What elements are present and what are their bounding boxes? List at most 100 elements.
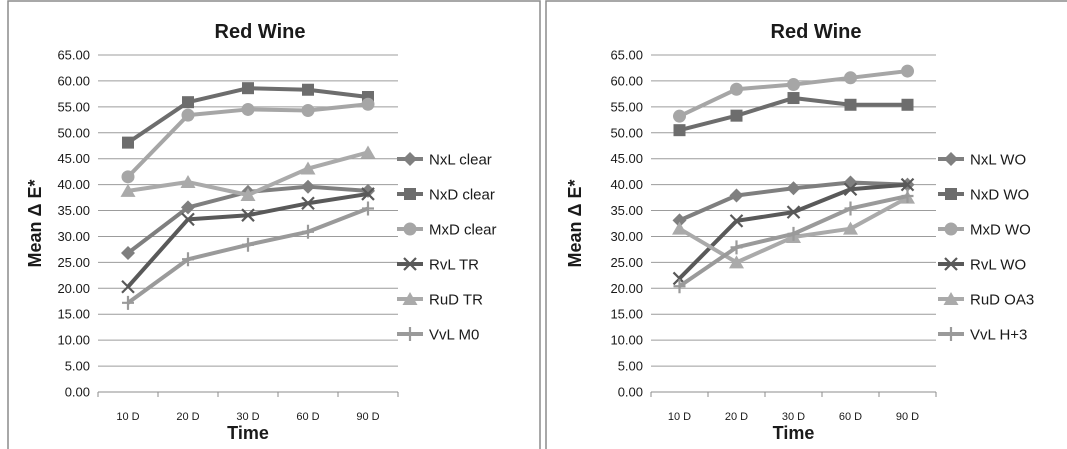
legend-marker (402, 292, 418, 305)
series-rvl-tr (121, 187, 375, 294)
data-point (242, 237, 254, 252)
series-nxd-wo (673, 92, 914, 137)
data-point (301, 196, 315, 211)
data-point (301, 103, 315, 117)
data-point (240, 187, 256, 201)
data-point (787, 92, 800, 105)
data-point (843, 221, 858, 235)
data-point (729, 214, 744, 228)
data-point (673, 279, 686, 294)
data-point (360, 145, 376, 159)
x-axis-title: Time (227, 423, 269, 443)
y-axis-title: Mean Δ E* (25, 180, 45, 268)
line-chart-left: Red Wine 0.00 5.00 10.00 15.00 20.00 25.00 30.0… (7, 0, 541, 449)
y-tick-label: 35.00 (57, 203, 90, 218)
data-point (672, 221, 687, 235)
data-point (729, 188, 744, 203)
legend-item: VvL H+3 (938, 327, 1027, 344)
y-axis-title: Mean Δ E* (565, 180, 585, 268)
series-mxd-clear (121, 97, 375, 184)
data-point (673, 109, 686, 123)
data-point (121, 279, 135, 294)
data-point (844, 201, 857, 216)
data-point (301, 179, 315, 194)
y-tick-label: 10.00 (57, 333, 90, 348)
data-point (182, 96, 194, 109)
x-tick-label: 10 D (116, 411, 139, 423)
y-tick-label: 15.00 (57, 307, 90, 322)
legend-label: RvL WO (970, 257, 1026, 274)
y-tick-label: 30.00 (610, 229, 643, 244)
data-point (361, 97, 375, 111)
y-tick-label: 5.00 (65, 359, 90, 374)
data-point (844, 71, 857, 85)
legend-marker (944, 222, 958, 236)
data-point (730, 240, 743, 255)
series-vvl-m0 (122, 201, 374, 310)
x-tick-label: 30 D (236, 411, 259, 423)
legend-label: MxD WO (970, 222, 1031, 239)
chart-border (545, 0, 1067, 449)
legend-label: RuD OA3 (970, 292, 1034, 309)
y-tick-label: 30.00 (57, 229, 90, 244)
y-tick-label: 45.00 (610, 151, 643, 166)
data-point (181, 108, 195, 122)
legend-label: RuD TR (429, 292, 483, 309)
data-point (730, 109, 743, 122)
legend-label: NxD clear (429, 187, 495, 204)
legend-marker (943, 292, 959, 305)
data-point (241, 208, 255, 222)
y-tick-label: 20.00 (610, 281, 643, 296)
line-chart-right: Red Wine 0.00 5.00 10.00 15.00 20.00 25.00 30.0… (545, 0, 1067, 449)
legend-label: VvL M0 (429, 327, 479, 344)
data-point (181, 200, 195, 215)
legend-item: MxD WO (938, 222, 1031, 239)
chart-title: Red Wine (215, 21, 306, 43)
data-point (844, 98, 857, 111)
y-tick-label: 0.00 (65, 385, 90, 400)
legend-marker (403, 222, 417, 236)
legend-marker (403, 257, 417, 271)
legend-label: NxL WO (970, 152, 1026, 169)
data-point (180, 175, 196, 189)
data-point (121, 170, 135, 184)
data-point (900, 177, 915, 192)
data-point (901, 98, 914, 111)
data-point (843, 182, 858, 197)
chart-border (7, 0, 541, 449)
y-tick-label: 10.00 (610, 333, 643, 348)
data-point (672, 213, 687, 228)
chart-title: Red Wine (771, 21, 862, 43)
y-tick-label: 20.00 (57, 281, 90, 296)
data-point (242, 82, 254, 95)
y-tick-label: 35.00 (610, 203, 643, 218)
legend-item: RvL WO (938, 257, 1026, 274)
legend-item: NxL WO (938, 152, 1026, 169)
x-tick-label: 60 D (296, 411, 319, 423)
legend-item: NxD clear (397, 187, 495, 204)
data-point (673, 124, 686, 137)
y-tick-label: 45.00 (57, 151, 90, 166)
data-point (300, 161, 316, 175)
series-rud-tr (120, 145, 376, 201)
legend-item: NxL clear (397, 152, 492, 169)
y-tick-label: 65.00 (57, 48, 90, 63)
legend-item: RvL TR (397, 257, 479, 274)
legend-item: RuD OA3 (938, 292, 1034, 309)
data-point (302, 224, 314, 239)
x-tick-label: 10 D (668, 411, 691, 423)
y-tick-label: 55.00 (57, 99, 90, 114)
data-point (901, 64, 914, 78)
legend-item: RuD TR (397, 292, 483, 309)
x-tick-label: 90 D (356, 411, 379, 423)
data-point (362, 201, 374, 216)
legend-marker (944, 152, 958, 166)
data-point (729, 255, 744, 269)
legend-item: MxD clear (397, 222, 497, 239)
data-point (182, 252, 194, 267)
data-point (121, 246, 135, 261)
data-point (120, 183, 136, 197)
data-point (786, 181, 801, 196)
y-tick-label: 55.00 (610, 99, 643, 114)
y-tick-label: 50.00 (57, 125, 90, 140)
